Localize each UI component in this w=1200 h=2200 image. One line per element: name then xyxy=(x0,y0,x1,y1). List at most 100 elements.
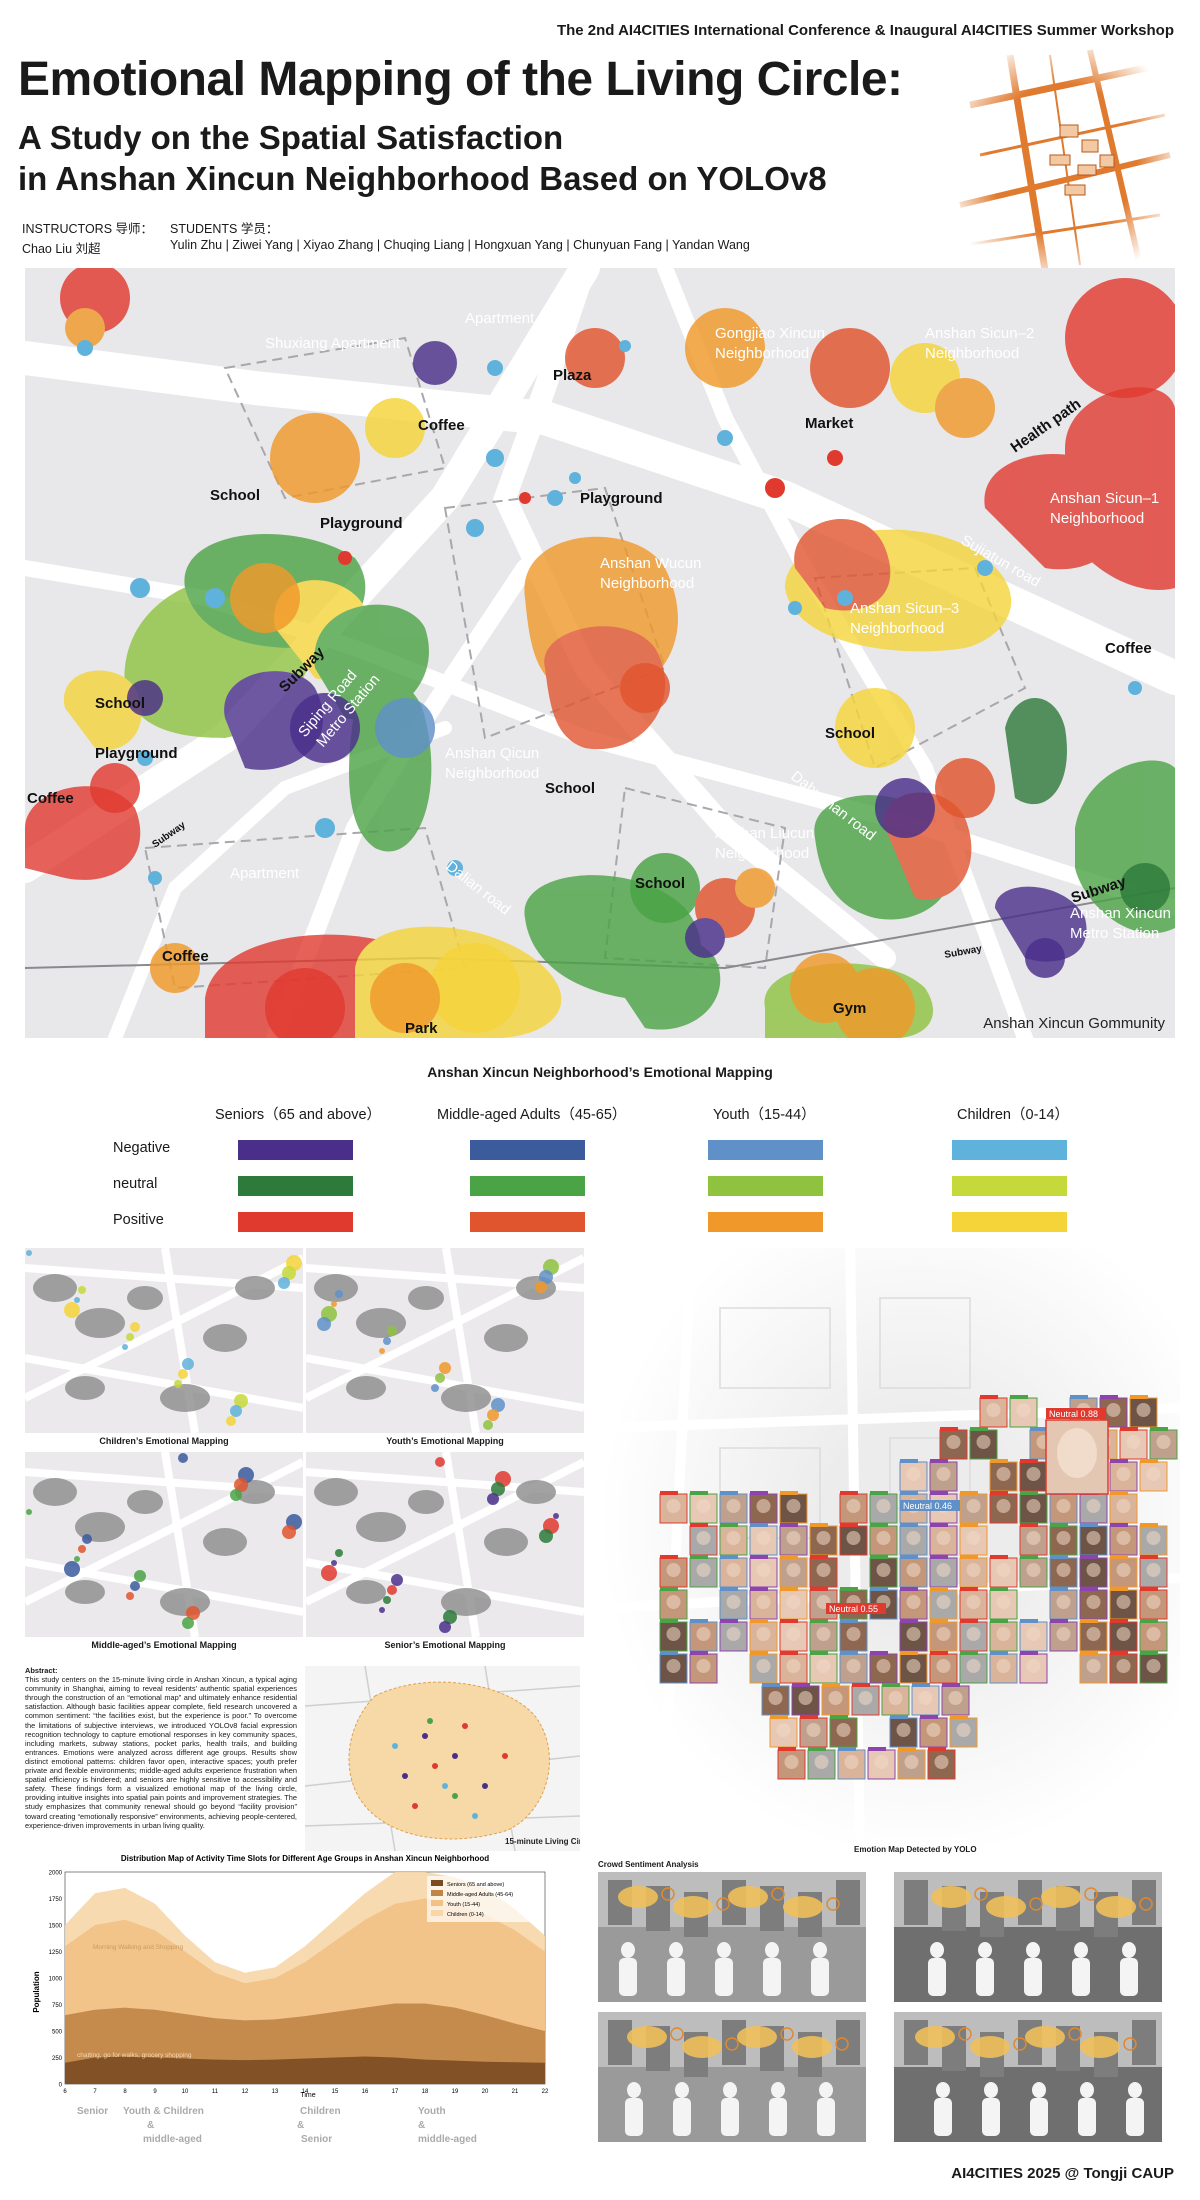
area-label: Neighborhood xyxy=(445,765,539,782)
x-tick-label: 22 xyxy=(542,2089,549,2095)
face-tiles xyxy=(659,1395,1178,1780)
area-label: Apartment xyxy=(465,310,535,327)
road-label: Dalian road xyxy=(443,858,514,919)
x-tick-label: 17 xyxy=(392,2089,399,2095)
crowd-photo-svg xyxy=(894,2012,1162,2142)
chart-annotation: Morning Walking and Shopping xyxy=(93,1944,183,1951)
yolo-face-map: Neutral 0.88 Neutral 0.55 Neutral 0.46 xyxy=(600,1248,1180,1858)
area-series-0 xyxy=(65,2056,545,2084)
legend-group-middle-aged: Middle-aged Adults（45-65） xyxy=(437,1107,627,1123)
abstract-label: Abstract: xyxy=(25,1666,58,1675)
place-label: School xyxy=(95,695,145,712)
area-label: Shuxiang Apartment xyxy=(265,335,401,352)
legend-label: Children (0-14) xyxy=(447,1912,484,1918)
place-label: Coffee xyxy=(418,417,465,434)
place-label: Playground xyxy=(580,490,663,507)
crowd-photo-svg xyxy=(598,2012,866,2142)
senior-map-caption: Senior’s Emotional Mapping xyxy=(384,1640,506,1650)
legend-swatch xyxy=(708,1176,823,1196)
area-label: Anshan Qicun xyxy=(445,745,539,762)
legend-swatch xyxy=(470,1176,585,1196)
chart-ylabel: Population xyxy=(32,1971,41,2012)
living-circle-map: 15-minute Living Circle xyxy=(305,1666,580,1851)
abstract-text: This study centers on the 15-minute livi… xyxy=(25,1675,297,1830)
area-label: Anshan Xincun xyxy=(1070,905,1171,922)
chart-annotation: chatting, go for walks, grocery shopping xyxy=(77,2052,192,2059)
x-tick-label: 16 xyxy=(362,2089,369,2095)
emotional-map-svg: Shuxiang Apartment Apartment Gongjiao Xi… xyxy=(25,268,1175,1038)
living-circle-caption: 15-minute Living Circle xyxy=(505,1837,580,1846)
legend-group-seniors: Seniors（65 and above） xyxy=(215,1107,382,1123)
area-label: Anshan Liucun xyxy=(715,825,814,842)
students-label: STUDENTS 学员： xyxy=(170,222,279,236)
place-label: Coffee xyxy=(1105,640,1152,657)
y-tick-label: 1750 xyxy=(49,1897,63,1903)
footer: AI4CITIES 2025 @ Tongji CAUP xyxy=(951,2165,1174,2182)
x-tick-label: 19 xyxy=(452,2089,459,2095)
legend-swatch xyxy=(238,1176,353,1196)
instructors-names: Chao Liu 刘超 xyxy=(22,242,101,256)
legend-swatch xyxy=(708,1212,823,1232)
x-tick-label: 18 xyxy=(422,2089,429,2095)
time-group-label: Senior xyxy=(77,2106,108,2117)
activity-time-chart: Distribution Map of Activity Time Slots … xyxy=(32,1854,549,2145)
senior-emotional-map xyxy=(306,1452,584,1637)
chart-xlabel: Time xyxy=(300,2092,315,2099)
legend-label: Middle-aged Adults (45-64) xyxy=(447,1892,513,1898)
x-tick-label: 10 xyxy=(182,2089,189,2095)
crowd-photo-svg xyxy=(894,1872,1162,2002)
x-tick-label: 13 xyxy=(272,2089,279,2095)
youth-map-svg xyxy=(306,1248,584,1433)
middle-aged-map-svg xyxy=(25,1452,303,1637)
place-label: Coffee xyxy=(162,948,209,965)
middle-aged-map-caption: Middle-aged’s Emotional Mapping xyxy=(91,1640,237,1650)
children-emotional-map xyxy=(25,1248,303,1433)
subtitle-line-1: A Study on the Spatial Satisfaction xyxy=(18,119,564,156)
legend-label: Seniors (65 and above) xyxy=(447,1882,504,1888)
youth-emotional-map xyxy=(306,1248,584,1433)
y-tick-label: 750 xyxy=(52,2003,63,2009)
legend-swatch xyxy=(470,1140,585,1160)
legend-group-youth: Youth（15-44） xyxy=(713,1107,816,1123)
place-label: School xyxy=(545,780,595,797)
area-label: Anshan Sicun–1 xyxy=(1050,490,1159,507)
legend-swatch xyxy=(431,1880,443,1886)
conference-name: The 2nd AI4CITIES International Conferen… xyxy=(556,22,1174,39)
area-label: Anshan Sicun–3 xyxy=(850,600,959,617)
face-label: Neutral 0.55 xyxy=(829,1604,878,1614)
y-tick-label: 2000 xyxy=(49,1871,63,1877)
y-tick-label: 1500 xyxy=(49,1924,63,1930)
crowd-analysis-title: Crowd Sentiment Analysis xyxy=(598,1860,699,1869)
place-label: School xyxy=(825,725,875,742)
chart-axes: 0 250 500 750 1000 1250 1500 1750 2000 6 7 8 9 10 11 12… xyxy=(49,1871,549,2096)
crowd-photo xyxy=(894,2012,1162,2142)
map-corner-label: Anshan Xincun Gommunity xyxy=(983,1015,1165,1032)
legend-swatch xyxy=(708,1140,823,1160)
legend-row-neutral: neutral xyxy=(113,1176,158,1192)
time-group-label: Children xyxy=(300,2106,341,2117)
time-group-label: Senior xyxy=(301,2134,332,2145)
place-label: Plaza xyxy=(553,367,592,384)
face-label: Neutral 0.46 xyxy=(903,1501,952,1511)
place-label: School xyxy=(635,875,685,892)
x-tick-label: 6 xyxy=(63,2089,67,2095)
legend-swatch xyxy=(238,1212,353,1232)
area-label: Neighborhood xyxy=(715,345,809,362)
legend-group-children: Children（0-14） xyxy=(957,1107,1070,1123)
legend-row-positive: Positive xyxy=(113,1212,164,1228)
place-label: Market xyxy=(805,415,853,432)
time-group-label: middle-aged xyxy=(143,2134,202,2145)
legend-swatch xyxy=(431,1910,443,1916)
area-label: Neighborhood xyxy=(850,620,944,637)
area-label: Metro Station xyxy=(1070,925,1159,942)
legend-swatch xyxy=(431,1900,443,1906)
area-label: Gongjiao Xincun xyxy=(715,325,825,342)
youth-map-caption: Youth’s Emotional Mapping xyxy=(386,1436,504,1446)
y-tick-label: 250 xyxy=(52,2056,63,2062)
x-tick-label: 8 xyxy=(123,2089,127,2095)
x-tick-label: 11 xyxy=(212,2089,219,2095)
y-tick-label: 1250 xyxy=(49,1950,63,1956)
area-label: Neighborhood xyxy=(600,575,694,592)
students-names: Yulin Zhu | Ziwei Yang | Xiyao Zhang | C… xyxy=(170,238,750,252)
crowd-photo-svg xyxy=(598,1872,866,2002)
